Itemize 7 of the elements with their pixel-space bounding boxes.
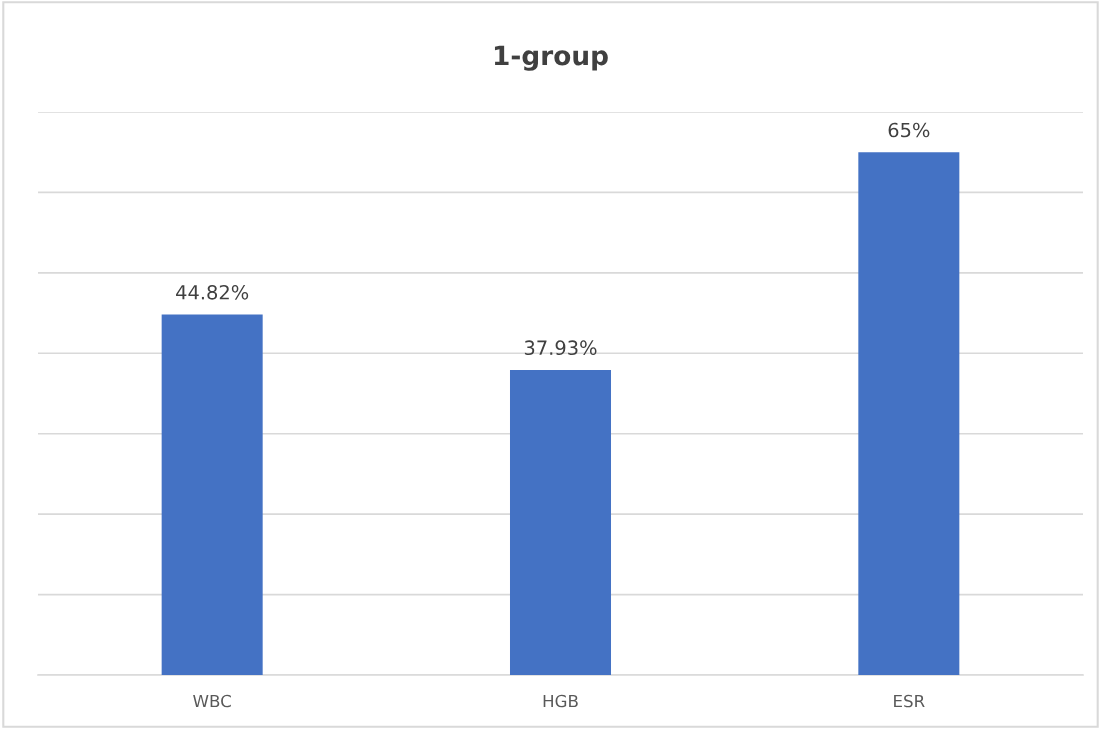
x-tick-label: ESR	[894, 694, 925, 708]
data-label: 44.82%	[176, 284, 249, 300]
chart-title: 1-group	[494, 45, 608, 71]
x-tick-label: HGB	[543, 694, 578, 708]
x-tick-label: WBC	[193, 694, 231, 708]
data-label: 65%	[888, 122, 930, 138]
data-label: 37.93%	[524, 340, 597, 356]
